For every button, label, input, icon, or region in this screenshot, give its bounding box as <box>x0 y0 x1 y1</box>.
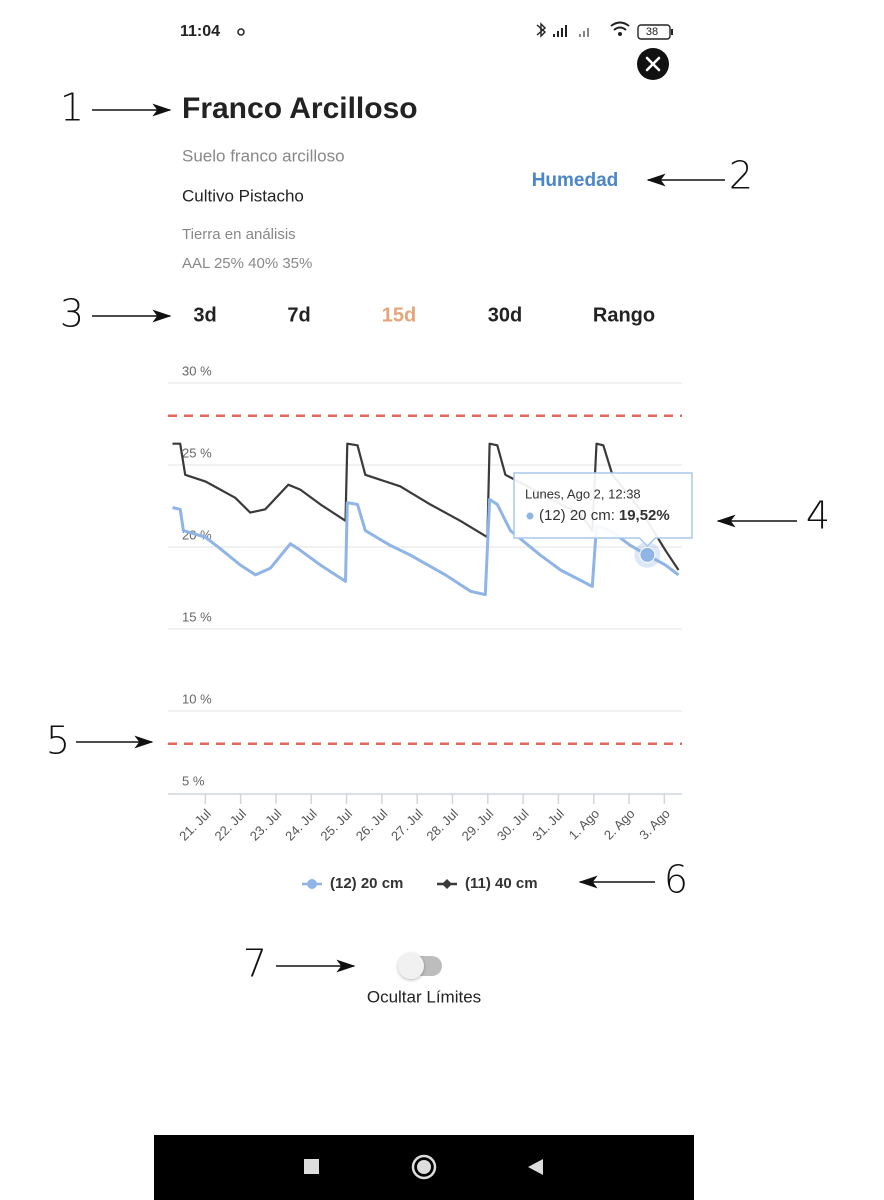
legend-marker <box>442 879 452 889</box>
x-tick-label: 21. Jul <box>176 806 214 844</box>
x-tick-label: 31. Jul <box>529 806 567 844</box>
legend: (12) 20 cm (11) 40 cm <box>302 875 538 892</box>
tooltip-series: (12) 20 cm: <box>539 507 615 524</box>
y-tick-label: 25 % <box>182 445 212 460</box>
legend-marker <box>307 879 317 889</box>
x-tick-label: 3. Ago <box>636 806 673 843</box>
callout-number: 6 <box>664 858 688 902</box>
status-icons <box>237 21 673 40</box>
period-tab[interactable]: 7d <box>287 304 310 326</box>
toggle-knob <box>398 953 424 979</box>
callouts: 1 2 3 4 5 6 7 <box>46 86 830 986</box>
y-tick-label: 5 % <box>182 773 205 788</box>
x-tick-label: 22. Jul <box>211 806 249 844</box>
period-tab[interactable]: 30d <box>488 304 522 326</box>
x-tick-label: 2. Ago <box>601 806 638 843</box>
period-tab[interactable]: 15d <box>382 304 416 326</box>
tooltip-dot <box>526 512 534 520</box>
y-tick-label: 10 % <box>182 691 212 706</box>
variable-selector[interactable]: Humedad <box>532 170 619 191</box>
callout-number: 4 <box>806 494 830 538</box>
callout-number: 7 <box>243 942 267 986</box>
crop: Cultivo Pistacho <box>182 186 304 205</box>
nav-home[interactable] <box>411 1154 437 1180</box>
title: Franco Arcilloso <box>182 92 418 125</box>
subtitle: Suelo franco arcilloso <box>182 146 345 165</box>
x-tick-label: 24. Jul <box>282 806 320 844</box>
navigation-bar <box>154 1135 694 1200</box>
x-tick-label: 27. Jul <box>388 806 426 844</box>
hide-limits-toggle[interactable] <box>398 953 442 979</box>
tooltip-value-label: 19,52% <box>619 507 670 524</box>
legend-label: (11) 40 cm <box>465 875 538 892</box>
tooltip-value: (12) 20 cm: 19,52% <box>539 507 670 524</box>
tooltip: Lunes, Ago 2, 12:38 (12) 20 cm: 19,52% <box>513 472 693 548</box>
nav-back[interactable] <box>528 1159 543 1175</box>
legend-label: (12) 20 cm <box>330 875 403 892</box>
x-tick-label: 26. Jul <box>353 806 391 844</box>
tooltip-box <box>513 472 693 548</box>
x-tick-label: 29. Jul <box>459 806 497 844</box>
callout-number: 1 <box>60 86 84 130</box>
y-tick-label: 30 % <box>182 363 212 378</box>
close-button[interactable] <box>637 48 669 80</box>
battery-level: 38 <box>646 26 658 38</box>
tooltip-title: Lunes, Ago 2, 12:38 <box>525 486 641 501</box>
series-line <box>172 442 680 571</box>
x-tick-label: 25. Jul <box>317 806 355 844</box>
period-tab[interactable]: 3d <box>193 304 216 326</box>
x-tick-label: 23. Jul <box>247 806 285 844</box>
hover-point <box>639 546 656 563</box>
x-tick-label: 30. Jul <box>494 806 532 844</box>
nav-recent[interactable] <box>304 1159 319 1174</box>
texture: AAL 25% 40% 35% <box>182 255 312 272</box>
toggle-label: Ocultar Límites <box>367 987 481 1006</box>
period-tab[interactable]: Rango <box>593 304 655 326</box>
period-tabs: 3d 7d 15d 30d Rango <box>193 304 655 326</box>
x-tick-label: 28. Jul <box>423 806 461 844</box>
legend-item[interactable]: (12) 20 cm <box>302 875 403 892</box>
soil-note: Tierra en análisis <box>182 226 296 243</box>
callout-number: 5 <box>46 719 70 763</box>
legend-item[interactable]: (11) 40 cm <box>437 875 538 892</box>
y-tick-label: 15 % <box>182 609 212 624</box>
callout-number: 3 <box>60 292 84 336</box>
status-time: 11:04 <box>180 23 220 40</box>
x-tick-label: 1. Ago <box>566 806 603 843</box>
callout-number: 2 <box>729 154 753 198</box>
